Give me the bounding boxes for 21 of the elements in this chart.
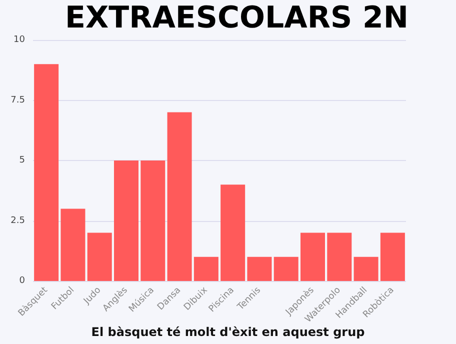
bar [60, 208, 86, 281]
bar [247, 256, 272, 281]
bar [34, 64, 59, 281]
bar [300, 232, 326, 281]
text: El bàsquet té molt d'èxit en aquest grup [91, 325, 366, 339]
bar [194, 256, 218, 281]
bar [354, 256, 378, 281]
y-tick-label: 10 [14, 35, 26, 45]
bar [327, 232, 352, 281]
y-tick-label: 2.5 [10, 216, 25, 226]
y-tick-label: 5 [19, 156, 25, 166]
bar [140, 160, 166, 281]
bar [274, 256, 298, 281]
bar [380, 232, 405, 281]
bar [167, 112, 192, 281]
bar [87, 232, 112, 281]
bar [114, 160, 139, 281]
chart-title: EXTRAESCOLARS 2N [65, 0, 408, 36]
bar [220, 184, 246, 281]
y-tick-label: 0 [19, 276, 26, 286]
y-tick-label: 7.5 [10, 95, 25, 106]
